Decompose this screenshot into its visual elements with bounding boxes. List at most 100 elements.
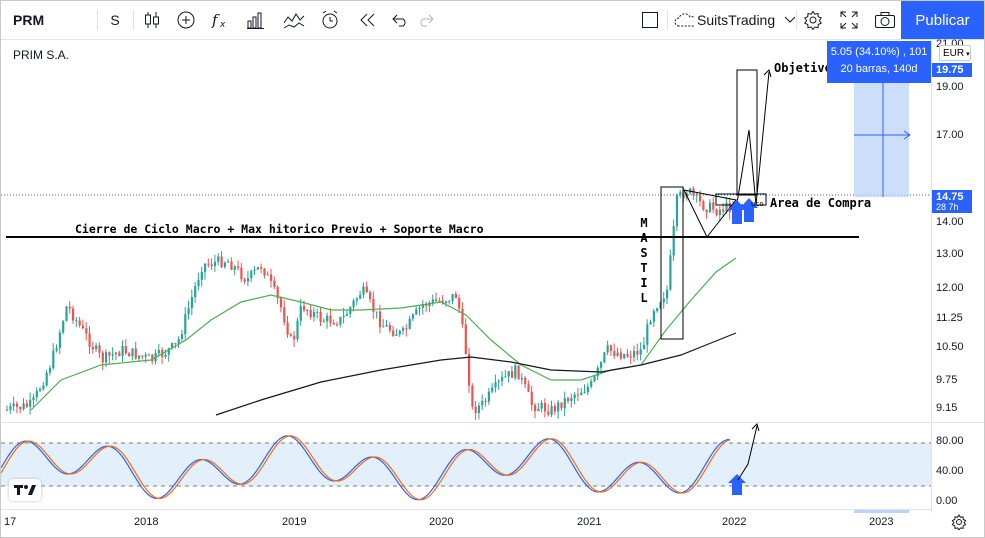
price-tick: 11.25	[936, 312, 963, 324]
interval-button[interactable]: S	[101, 1, 129, 39]
candle-body	[543, 402, 547, 412]
price-tick: 9.75	[936, 374, 958, 386]
oscillator-arrowhead	[751, 423, 760, 432]
mast-letter: I	[640, 276, 648, 290]
candle-body	[55, 348, 58, 351]
candle-body	[88, 333, 91, 347]
chart-canvas[interactable]	[1, 40, 931, 513]
candle-body	[550, 405, 553, 415]
tradingview-logo[interactable]	[9, 479, 41, 501]
divider	[133, 10, 134, 30]
candle-body	[276, 287, 279, 299]
candle-body	[240, 267, 243, 280]
layout-icon[interactable]	[279, 1, 309, 39]
current-price-badge: 14.75	[932, 190, 972, 204]
redo-icon[interactable]	[413, 1, 439, 39]
candle-body	[266, 274, 269, 276]
candle-body	[42, 385, 45, 390]
candle-body	[646, 324, 649, 345]
candle-body	[636, 350, 639, 355]
publish-button[interactable]: Publicar	[901, 1, 984, 39]
candle-body	[260, 267, 263, 269]
currency-selector[interactable]: EUR ▾	[939, 45, 971, 61]
candle-body	[177, 339, 180, 344]
candle-body	[157, 350, 160, 354]
alert-icon[interactable]	[315, 1, 345, 39]
candle-body	[530, 391, 533, 406]
price-tick: 13.00	[936, 248, 964, 260]
mast-letter: T	[640, 261, 648, 275]
target-projection-line	[736, 71, 770, 206]
symbol-search-button[interactable]: PRM	[5, 1, 93, 39]
candle-body	[220, 256, 223, 267]
candle-body	[557, 402, 560, 412]
axis-settings-gear-icon[interactable]	[951, 514, 967, 535]
candle-body	[35, 390, 38, 398]
candle-body	[471, 385, 474, 407]
templates-icon[interactable]	[241, 1, 271, 39]
undo-icon[interactable]	[387, 1, 413, 39]
candle-body	[563, 398, 566, 409]
price-tick: 10.50	[936, 341, 964, 353]
candle-body	[642, 344, 646, 350]
flag-triangle	[683, 189, 737, 238]
candle-body	[243, 279, 246, 282]
interval-label: S	[110, 12, 120, 28]
price-tick: 19.00	[936, 81, 964, 93]
candle-body	[184, 314, 187, 335]
candles-icon[interactable]	[137, 1, 167, 39]
candle-body	[451, 293, 454, 301]
candle-body	[679, 192, 682, 195]
mast-letter: A	[640, 231, 648, 245]
candle-body	[454, 293, 457, 299]
candle-body	[309, 309, 312, 317]
price-tick: 14.00	[936, 216, 964, 228]
add-compare-icon[interactable]	[171, 1, 201, 39]
price-scale[interactable]: 21.00 19.00 17.00 14.00 13.00 12.00 11.2…	[931, 38, 984, 513]
price-tick: 17.00	[936, 129, 964, 141]
candle-body	[200, 271, 203, 280]
candle-body	[520, 377, 523, 380]
symbol-label: PRM	[13, 12, 45, 28]
countdown-badge: 28 7h	[932, 202, 972, 213]
replay-icon[interactable]	[353, 1, 383, 39]
fullscreen-square-icon[interactable]	[635, 1, 665, 39]
candle-body	[623, 354, 626, 359]
pane-separator[interactable]	[1, 422, 984, 423]
candle-body	[233, 266, 236, 270]
candle-body	[722, 209, 725, 212]
candle-body	[626, 354, 629, 357]
snapshot-camera-icon[interactable]	[869, 1, 901, 39]
candle-body	[372, 299, 375, 312]
settings-gear-icon[interactable]	[799, 1, 827, 39]
candle-body	[619, 352, 622, 359]
candle-body	[306, 309, 309, 311]
candle-body	[718, 209, 721, 215]
layout-name-dropdown[interactable]: SuitsTrading	[673, 1, 795, 39]
candle-body	[349, 307, 352, 315]
candle-body	[408, 318, 411, 329]
measure-tooltip: 5.05 (34.10%) , 101 20 barras, 140d	[827, 41, 931, 83]
candle-body	[332, 323, 335, 325]
svg-text:x: x	[219, 20, 226, 29]
candle-body	[629, 356, 632, 358]
candle-body	[359, 294, 362, 299]
publish-label: Publicar	[915, 11, 970, 29]
time-tick: 2021	[577, 516, 602, 528]
candle-body	[329, 315, 332, 324]
target-arrowhead	[763, 69, 772, 78]
fullscreen-icon[interactable]	[835, 1, 863, 39]
candle-body	[303, 306, 306, 310]
mast-rectangle	[660, 186, 684, 340]
candle-body	[725, 202, 728, 212]
candle-body	[464, 324, 467, 354]
time-axis[interactable]: 17 2018 2019 2020 2021 2022 2023	[1, 509, 931, 537]
candle-body	[98, 345, 101, 353]
candle-body	[355, 298, 358, 301]
candle-body	[141, 355, 144, 357]
candle-body	[171, 342, 174, 349]
candle-body	[362, 286, 365, 295]
candle-body	[22, 403, 25, 410]
